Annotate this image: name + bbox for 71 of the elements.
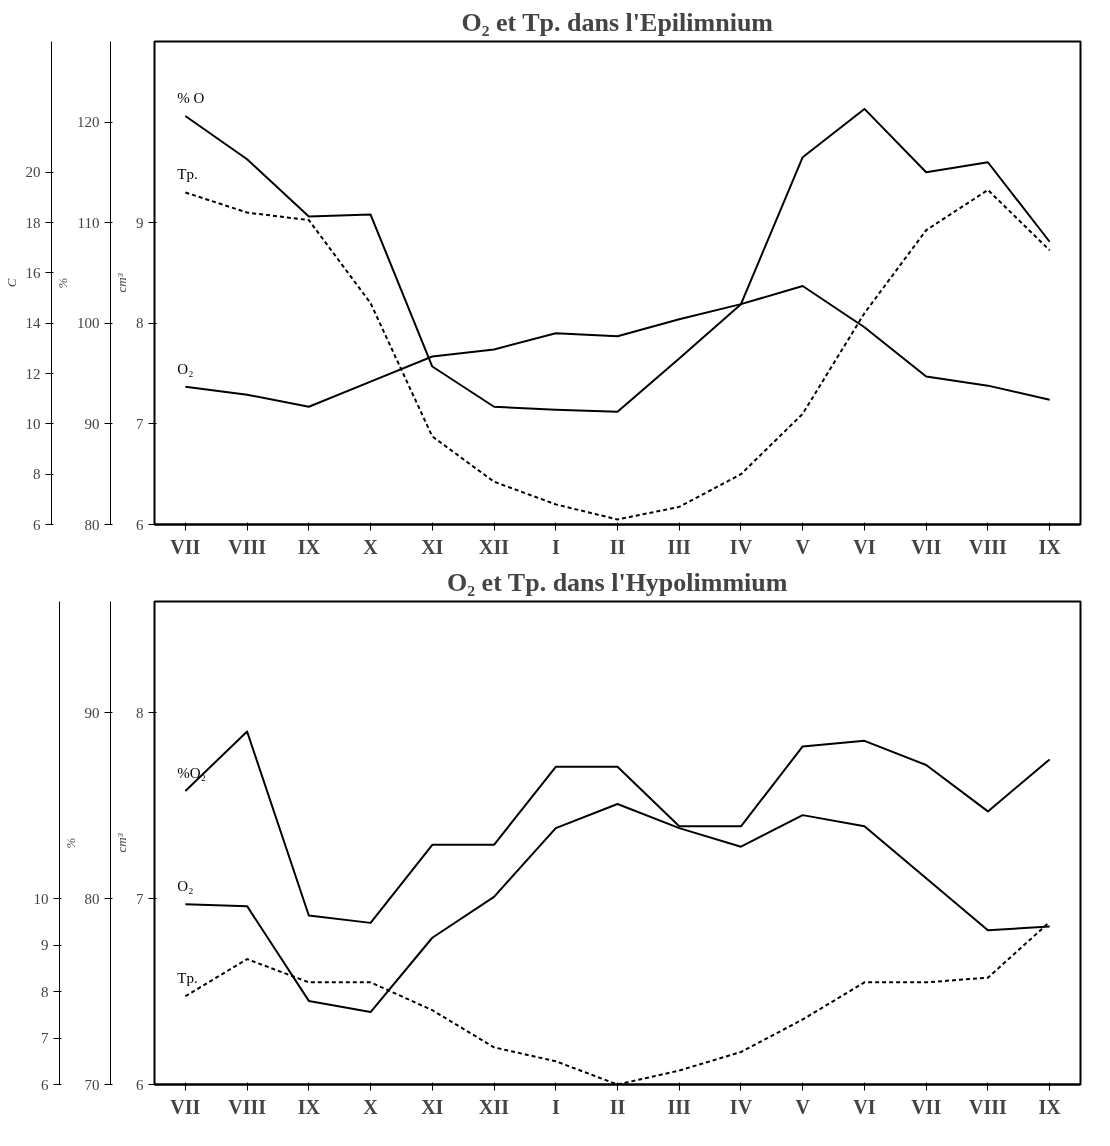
x-tick-label: VII: [911, 535, 942, 558]
x-tick-label: VII: [170, 1095, 201, 1118]
chart-title: O₂ et Tp. dans l'Hypolimmium: [447, 567, 788, 597]
series-label: Tp.: [177, 970, 198, 987]
y-tick-label: 9: [136, 214, 144, 231]
y3-tick-label: 8: [33, 466, 41, 483]
series-label: O₂: [177, 360, 194, 377]
series-label: Tp.: [177, 166, 198, 183]
chart-title: O₂ et Tp. dans l'Epilimnium: [461, 7, 774, 37]
y2-tick-label: 80: [84, 890, 100, 907]
y2-tick-label: 120: [77, 114, 100, 130]
x-tick-label: V: [795, 1095, 811, 1118]
x-tick-label: VI: [853, 535, 876, 558]
y2-tick-label: 110: [77, 214, 100, 231]
x-tick-label: VII: [911, 1095, 942, 1118]
x-tick-label: VIII: [228, 535, 267, 558]
y-tick-label: 6: [136, 516, 144, 533]
x-tick-label: IX: [1038, 1095, 1062, 1118]
y2-axis-title: %: [55, 277, 70, 289]
x-tick-label: VIII: [969, 535, 1008, 558]
y-axis-title: cm³: [114, 272, 129, 293]
y-tick-label: 8: [136, 704, 144, 721]
y2-tick-label: 80: [84, 516, 100, 533]
x-tick-label: VII: [170, 535, 201, 558]
x-tick-label: IX: [297, 1095, 321, 1118]
x-tick-label: II: [609, 1095, 626, 1118]
x-tick-label: XII: [479, 535, 510, 558]
x-tick-label: VIII: [969, 1095, 1008, 1118]
y-tick-label: 7: [136, 890, 144, 907]
x-tick-label: VIII: [228, 1095, 267, 1118]
y2-tick-label: 100: [77, 315, 100, 332]
x-tick-label: II: [609, 535, 626, 558]
x-tick-label: IV: [729, 535, 753, 558]
y2-tick-label: 90: [84, 415, 100, 432]
x-tick-label: XI: [421, 1095, 444, 1118]
x-tick-label: I: [551, 535, 560, 558]
y3-tick-label: 8: [41, 983, 49, 1000]
x-tick-label: IV: [729, 1095, 753, 1118]
x-tick-label: X: [363, 535, 379, 558]
y3-tick-label: 6: [33, 516, 41, 533]
x-tick-label: VI: [853, 1095, 876, 1118]
x-tick-label: XII: [479, 1095, 510, 1118]
x-tick-label: I: [551, 1095, 560, 1118]
x-tick-label: V: [795, 535, 811, 558]
y-tick-label: 6: [136, 1076, 144, 1093]
y2-tick-label: 90: [84, 704, 100, 721]
series-label: % O: [177, 89, 205, 106]
y3-tick-label: 12: [25, 365, 41, 382]
x-tick-label: XI: [421, 535, 444, 558]
y-tick-label: 7: [136, 415, 144, 432]
y-tick-label: 8: [136, 315, 144, 332]
y2-tick-label: 70: [84, 1076, 100, 1093]
y3-tick-label: 18: [25, 214, 41, 231]
x-tick-label: III: [667, 1095, 692, 1118]
series-label: %O₂: [177, 764, 206, 781]
y3-tick-label: 10: [33, 890, 49, 907]
y2-axis-title: %: [62, 837, 78, 849]
series-label: O₂: [177, 878, 194, 895]
y3-tick-label: 6: [41, 1076, 49, 1093]
y3-tick-label: 20: [25, 164, 41, 181]
y3-tick-label: 7: [41, 1030, 49, 1047]
y3-axis-title: C: [3, 278, 19, 288]
y3-tick-label: 16: [25, 264, 41, 281]
y3-tick-label: 9: [41, 937, 49, 954]
x-tick-label: X: [363, 1095, 379, 1118]
x-tick-label: IX: [297, 535, 321, 558]
x-tick-label: IX: [1038, 535, 1062, 558]
y3-tick-label: 10: [25, 415, 41, 432]
x-tick-label: III: [667, 535, 692, 558]
y3-tick-label: 14: [25, 315, 41, 332]
y-axis-title: cm³: [114, 832, 129, 853]
